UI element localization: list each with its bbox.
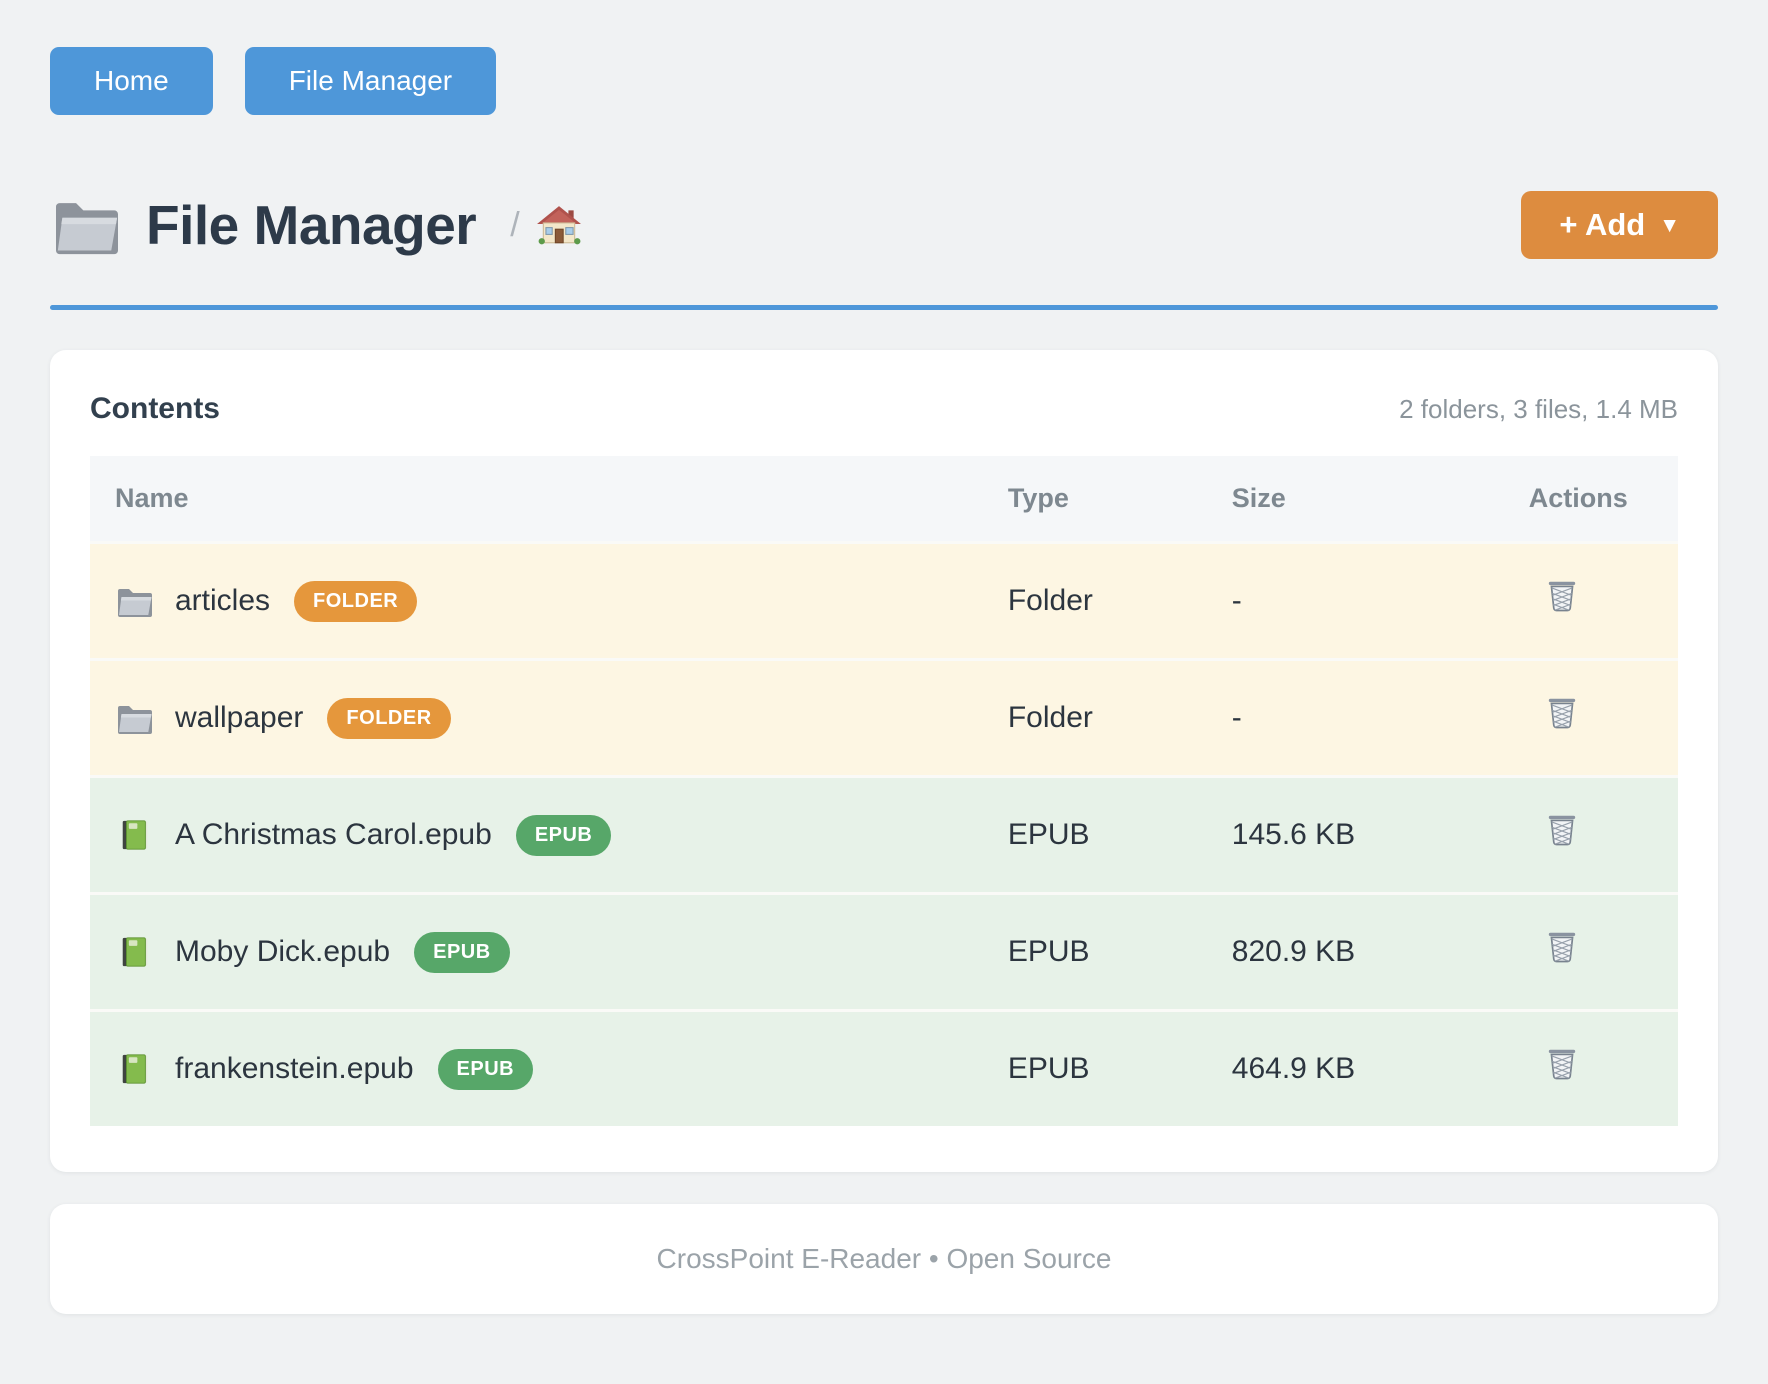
footer-text: CrossPoint E-Reader • Open Source: [656, 1243, 1112, 1274]
folder-badge: FOLDER: [327, 697, 451, 739]
type-cell: Folder: [1007, 658, 1232, 777]
epub-badge: EPUB: [515, 814, 612, 856]
chevron-down-icon: ▼: [1659, 214, 1680, 237]
trash-icon: [1543, 695, 1581, 733]
type-cell: EPUB: [1007, 775, 1232, 894]
size-cell: 145.6 KB: [1231, 775, 1529, 894]
table-header-row: Name Type Size Actions: [90, 456, 1678, 543]
column-header-name: Name: [90, 456, 1008, 543]
contents-title: Contents: [90, 392, 220, 425]
folder-icon: [115, 584, 155, 618]
book-icon: [115, 1052, 155, 1086]
epub-badge: EPUB: [414, 931, 510, 973]
table-row[interactable]: frankenstein.epub EPUB EPUB 464.9 KB: [90, 1009, 1678, 1126]
table-row[interactable]: wallpaper FOLDER Folder -: [90, 658, 1678, 777]
nav-file-manager-button[interactable]: File Manager: [244, 47, 497, 115]
breadcrumb: /: [510, 204, 581, 246]
table-row[interactable]: A Christmas Carol.epub EPUB EPUB 145.6 K…: [90, 775, 1678, 894]
table-row[interactable]: articles FOLDER Folder -: [90, 541, 1678, 660]
file-name[interactable]: frankenstein.epub: [175, 1052, 414, 1085]
page-title: File Manager: [146, 194, 477, 256]
epub-badge: EPUB: [437, 1048, 534, 1090]
contents-card: Contents 2 folders, 3 files, 1.4 MB Name…: [50, 350, 1718, 1172]
table-row[interactable]: Moby Dick.epub EPUB EPUB 820.9 KB: [90, 892, 1678, 1011]
delete-button[interactable]: [1529, 929, 1581, 967]
file-name[interactable]: A Christmas Carol.epub: [175, 818, 492, 851]
type-cell: EPUB: [1007, 1009, 1232, 1126]
column-header-type: Type: [1007, 456, 1232, 543]
folder-icon: [50, 194, 124, 256]
page-header: File Manager / + Add ▼: [50, 191, 1718, 259]
column-header-size: Size: [1231, 456, 1529, 543]
size-cell: 820.9 KB: [1231, 892, 1529, 1011]
book-icon: [115, 935, 155, 969]
size-cell: 464.9 KB: [1231, 1009, 1529, 1126]
folder-icon: [115, 701, 155, 735]
footer-card: CrossPoint E-Reader • Open Source: [50, 1204, 1718, 1314]
delete-button[interactable]: [1529, 1046, 1581, 1084]
size-cell: -: [1231, 541, 1529, 660]
delete-button[interactable]: [1529, 812, 1581, 850]
file-name[interactable]: wallpaper: [175, 701, 304, 734]
trash-icon: [1543, 578, 1581, 616]
delete-button[interactable]: [1529, 578, 1581, 616]
type-cell: EPUB: [1007, 892, 1232, 1011]
trash-icon: [1543, 1046, 1581, 1084]
column-header-actions: Actions: [1528, 456, 1678, 543]
house-icon[interactable]: [536, 204, 582, 246]
add-button[interactable]: + Add ▼: [1521, 191, 1718, 259]
top-nav: Home File Manager: [50, 47, 1718, 115]
file-name[interactable]: articles: [175, 584, 271, 617]
trash-icon: [1543, 812, 1581, 850]
nav-home-button[interactable]: Home: [50, 47, 213, 115]
book-icon: [115, 818, 155, 852]
file-table: Name Type Size Actions articles FOLDER F…: [90, 456, 1678, 1126]
delete-button[interactable]: [1529, 695, 1581, 733]
file-name[interactable]: Moby Dick.epub: [175, 935, 391, 968]
contents-summary: 2 folders, 3 files, 1.4 MB: [1399, 394, 1678, 424]
add-button-label: + Add: [1559, 207, 1646, 242]
breadcrumb-separator: /: [510, 205, 520, 244]
folder-badge: FOLDER: [294, 580, 418, 622]
trash-icon: [1543, 929, 1581, 967]
size-cell: -: [1231, 658, 1529, 777]
type-cell: Folder: [1007, 541, 1232, 660]
header-divider: [50, 305, 1718, 310]
